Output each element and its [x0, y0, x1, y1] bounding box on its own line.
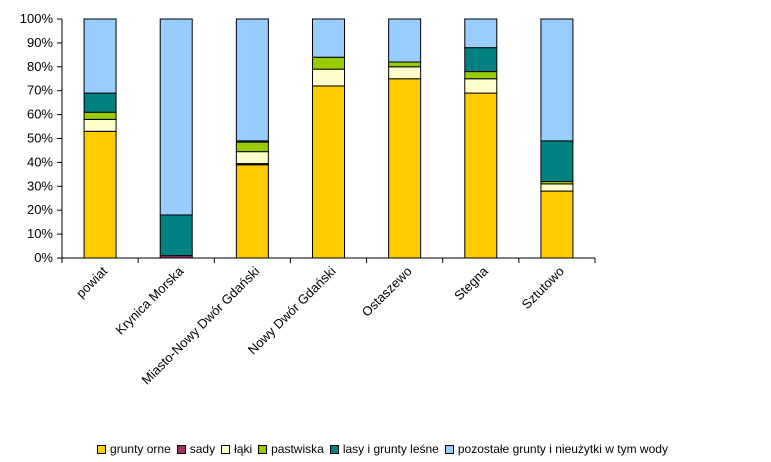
legend-label: pozostałe grunty i nieużytki w tym wody	[457, 442, 668, 456]
y-tick-label: 30%	[27, 178, 53, 193]
bar-segment-grunty-orne-Stegna	[464, 92, 498, 259]
bar-segment-pastwiska-Ostaszewo	[388, 61, 422, 68]
legend-swatch	[97, 444, 107, 454]
legend: grunty orne sady łąki pastwiska lasy i grunt…	[0, 440, 771, 458]
y-tick-label: 0%	[34, 250, 53, 265]
legend-swatch	[176, 444, 186, 454]
bar-segment-grunty-orne-Miasto-Nowy-Dwór-Gdański	[235, 164, 269, 259]
legend-item: pozostałe grunty i nieużytki w tym wody	[444, 442, 668, 456]
bar-segment-łąki-Miasto-Nowy-Dwór-Gdański	[235, 151, 269, 165]
bar-segment-grunty-orne-Sztutowo	[540, 190, 574, 259]
legend-label: łąki	[234, 442, 253, 456]
bar-segment-łąki-Ostaszewo	[388, 66, 422, 80]
bar-segment-łąki-Nowy-Dwór-Gdański	[312, 68, 345, 87]
bar-segment-pastwiska-Nowy-Dwór-Gdański	[312, 56, 345, 70]
bar-segment-pozostałe-grunty-i-nieużytki-w-tym-wody-Ostaszewo	[388, 18, 422, 63]
y-tick-label: 70%	[27, 83, 53, 98]
legend-item: pastwiska	[258, 442, 324, 456]
legend-swatch	[221, 444, 231, 454]
legend-item: łąki	[221, 442, 252, 456]
y-tick-label: 60%	[27, 107, 53, 122]
legend-label: sady	[189, 442, 216, 456]
bar-segment-grunty-orne-Ostaszewo	[388, 78, 422, 259]
y-tick-label: 90%	[27, 35, 53, 50]
bar-segment-pastwiska-powiat	[83, 111, 117, 120]
bar-segment-pastwiska-Miasto-Nowy-Dwór-Gdański	[235, 141, 269, 153]
bar-segment-lasy-i-grunty-leśne-Krynica-Morska	[159, 214, 193, 257]
bar-segment-pozostałe-grunty-i-nieużytki-w-tym-wody-Miasto-Nowy-Dwór-Gdański	[235, 18, 269, 142]
legend-label: grunty orne	[110, 442, 171, 456]
y-axis-ticks: 0% 10% 20% 30% 40% 50% 60% 70% 80% 90% 100%	[20, 11, 62, 265]
y-tick-label: 10%	[27, 226, 53, 241]
legend-item: sady	[176, 442, 216, 456]
bar-segment-grunty-orne-powiat	[83, 130, 117, 259]
legend-swatch	[444, 444, 454, 454]
bar-segment-łąki-Sztutowo	[540, 183, 574, 192]
bar-segment-grunty-orne-Nowy-Dwór-Gdański	[312, 85, 345, 259]
bar-segment-pozostałe-grunty-i-nieużytki-w-tym-wody-Stegna	[464, 18, 498, 49]
bar-segment-lasy-i-grunty-leśne-powiat	[83, 92, 117, 113]
bar-segment-lasy-i-grunty-leśne-Stegna	[464, 47, 498, 73]
bar-segment-łąki-Stegna	[464, 78, 498, 94]
legend-swatch	[329, 444, 339, 454]
stacked-bar-chart: 0% 10% 20% 30% 40% 50% 60% 70% 80% 90% 100% powiat…	[20, 11, 596, 388]
plot-area	[61, 18, 595, 259]
x-category-label: powiat	[73, 263, 110, 300]
x-category-label: Sztutowo	[519, 264, 567, 312]
legend-item: grunty orne	[97, 442, 171, 456]
bar-segment-łąki-powiat	[83, 118, 117, 132]
legend-item: lasy i grunty leśne	[329, 442, 439, 456]
legend-label: pastwiska	[271, 442, 324, 456]
y-tick-label: 100%	[20, 11, 54, 26]
y-tick-label: 40%	[27, 154, 53, 169]
bar-segment-pozostałe-grunty-i-nieużytki-w-tym-wody-Krynica-Morska	[159, 18, 193, 216]
x-category-label: Krynica Morska	[112, 263, 186, 337]
y-tick-label: 20%	[27, 202, 53, 217]
legend-label: lasy i grunty leśne	[342, 442, 439, 456]
y-tick-label: 50%	[27, 131, 53, 146]
bar-segment-pozostałe-grunty-i-nieużytki-w-tym-wody-powiat	[83, 18, 117, 94]
bar-segment-pozostałe-grunty-i-nieużytki-w-tym-wody-Nowy-Dwór-Gdański	[312, 18, 345, 58]
x-category-label: Ostaszewo	[359, 264, 415, 320]
bar-segment-pozostałe-grunty-i-nieużytki-w-tym-wody-Sztutowo	[540, 18, 574, 142]
bar-segment-lasy-i-grunty-leśne-Sztutowo	[540, 140, 574, 183]
legend-swatch	[258, 444, 268, 454]
bar-segment-pastwiska-Stegna	[464, 71, 498, 80]
y-tick-label: 80%	[27, 59, 53, 74]
x-category-label: Stegna	[451, 263, 491, 303]
